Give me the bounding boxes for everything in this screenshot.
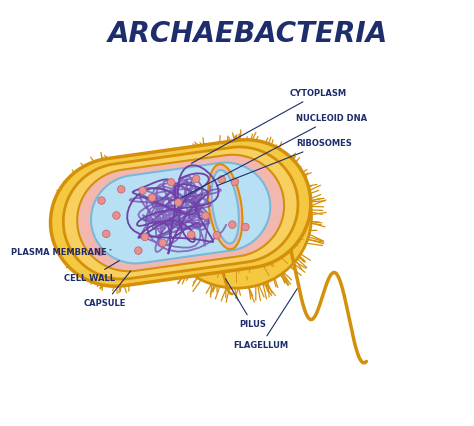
Text: CAPSULE: CAPSULE	[83, 271, 131, 308]
Polygon shape	[51, 140, 311, 286]
Text: ARCHAEBACTERIA: ARCHAEBACTERIA	[108, 20, 388, 48]
Ellipse shape	[161, 146, 311, 288]
Text: CELL WALL: CELL WALL	[64, 261, 119, 283]
Text: RIBOSOMES: RIBOSOMES	[217, 139, 352, 186]
Circle shape	[192, 175, 200, 183]
Circle shape	[228, 221, 236, 228]
Circle shape	[97, 248, 104, 256]
Circle shape	[231, 178, 238, 186]
Text: FLAGELLUM: FLAGELLUM	[233, 289, 297, 350]
Text: NUCLEOID DNA: NUCLEOID DNA	[182, 114, 367, 198]
Polygon shape	[64, 147, 298, 279]
Ellipse shape	[211, 170, 239, 244]
Circle shape	[113, 212, 120, 219]
Circle shape	[118, 185, 125, 193]
Circle shape	[148, 194, 156, 201]
Circle shape	[218, 176, 226, 183]
Circle shape	[98, 197, 105, 204]
Text: PILUS: PILUS	[226, 279, 266, 329]
Circle shape	[135, 247, 142, 254]
Text: PLASMA MEMBRANE: PLASMA MEMBRANE	[11, 248, 111, 257]
Circle shape	[159, 239, 166, 247]
Circle shape	[141, 233, 149, 241]
Text: CYTOPLASM: CYTOPLASM	[191, 89, 347, 163]
Circle shape	[242, 223, 249, 231]
Circle shape	[139, 187, 146, 194]
Circle shape	[174, 199, 182, 206]
Circle shape	[202, 212, 210, 219]
Circle shape	[188, 231, 195, 239]
Circle shape	[167, 178, 175, 186]
Ellipse shape	[208, 164, 242, 249]
Circle shape	[102, 230, 110, 238]
Circle shape	[213, 231, 220, 239]
Polygon shape	[91, 163, 270, 263]
Polygon shape	[77, 155, 284, 271]
